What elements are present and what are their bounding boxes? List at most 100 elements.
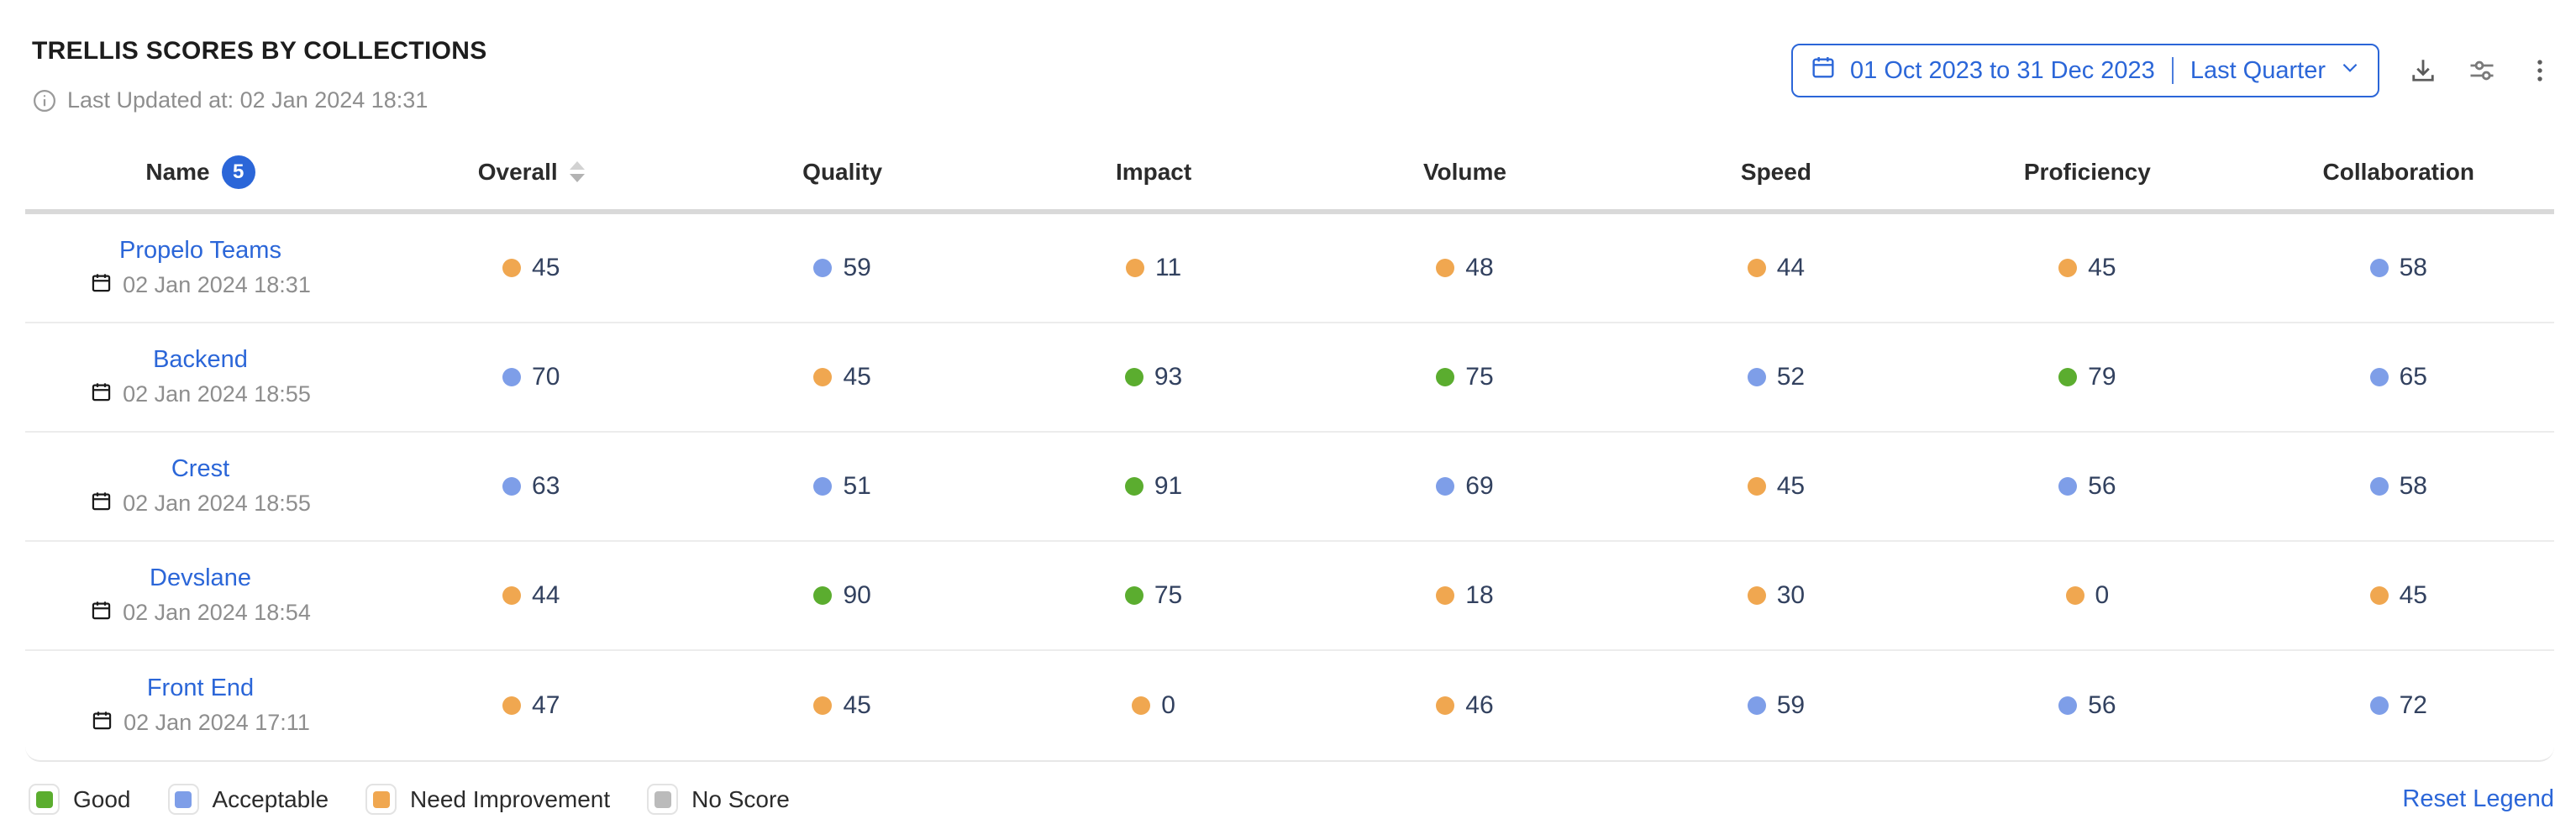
legend-item[interactable]: Need Improvement bbox=[365, 784, 610, 815]
kebab-menu-icon[interactable] bbox=[2526, 56, 2554, 85]
score-level-dot bbox=[813, 477, 833, 496]
widget-header: TRELLIS SCORES BY COLLECTIONS Last Updat… bbox=[0, 0, 2576, 134]
score-cell: 63 bbox=[376, 472, 686, 501]
name-cell: Devslane 02 Jan 2024 18:54 bbox=[25, 564, 376, 627]
collection-link[interactable]: Propelo Teams bbox=[119, 236, 281, 264]
score-cell: 45 bbox=[686, 363, 997, 391]
score-value: 45 bbox=[2088, 254, 2116, 281]
score-level-dot bbox=[2369, 368, 2389, 386]
date-range-picker[interactable]: 01 Oct 2023 to 31 Dec 2023 Last Quarter bbox=[1791, 44, 2379, 97]
sort-icon[interactable] bbox=[569, 161, 585, 182]
score-level-dot bbox=[1125, 259, 1144, 277]
score-value: 58 bbox=[2399, 254, 2427, 281]
date-preset-dropdown[interactable]: Last Quarter bbox=[2190, 56, 2326, 84]
last-updated-text: Last Updated at: 02 Jan 2024 18:31 bbox=[67, 87, 428, 113]
score-cell: 45 bbox=[686, 691, 997, 720]
sliders-icon[interactable] bbox=[2467, 55, 2497, 86]
score-level-dot bbox=[2058, 477, 2078, 496]
row-date: 02 Jan 2024 17:11 bbox=[124, 710, 310, 735]
score-level-dot bbox=[2058, 259, 2078, 277]
score-value: 75 bbox=[1154, 581, 1183, 609]
score-level-dot bbox=[1436, 259, 1455, 277]
score-level-dot bbox=[502, 477, 522, 496]
legend-checkbox bbox=[167, 784, 199, 815]
table-row: Backend 02 Jan 2024 18:55 70 45 93 bbox=[25, 323, 2554, 433]
score-value: 69 bbox=[1465, 472, 1494, 500]
score-cell: 45 bbox=[1932, 254, 2242, 282]
score-value: 52 bbox=[1776, 363, 1806, 391]
score-value: 0 bbox=[2095, 581, 2110, 609]
score-cell: 44 bbox=[376, 581, 686, 610]
score-cell: 45 bbox=[1621, 472, 1932, 501]
collection-link[interactable]: Crest bbox=[171, 454, 230, 482]
collection-link[interactable]: Front End bbox=[146, 674, 255, 701]
score-level-dot bbox=[1124, 477, 1143, 496]
last-updated-row: Last Updated at: 02 Jan 2024 18:31 bbox=[32, 87, 2554, 113]
table-body: Propelo Teams 02 Jan 2024 18:31 45 59 bbox=[25, 214, 2554, 760]
score-value: 18 bbox=[1465, 581, 1494, 609]
caret-up-icon bbox=[569, 161, 585, 170]
info-icon[interactable] bbox=[32, 88, 57, 113]
legend-swatch bbox=[654, 790, 671, 808]
score-value: 11 bbox=[1154, 254, 1182, 281]
date-range-text: 01 Oct 2023 to 31 Dec 2023 bbox=[1850, 56, 2155, 84]
score-cell: 90 bbox=[686, 581, 997, 610]
score-cell: 45 bbox=[376, 254, 686, 282]
collection-link[interactable]: Devslane bbox=[150, 564, 251, 591]
score-value: 48 bbox=[1465, 254, 1494, 281]
legend-item[interactable]: Good bbox=[29, 784, 131, 815]
score-value: 45 bbox=[843, 363, 871, 391]
trellis-table: Name 5 Overall Quality Impact Volume Spe… bbox=[25, 134, 2554, 762]
score-value: 59 bbox=[843, 254, 871, 281]
score-cell: 58 bbox=[2243, 254, 2554, 282]
score-cell: 48 bbox=[1309, 254, 1620, 282]
column-header-name: Name 5 bbox=[25, 155, 376, 189]
score-level-dot bbox=[502, 696, 522, 715]
score-value: 45 bbox=[532, 254, 560, 281]
score-value: 65 bbox=[2399, 363, 2427, 391]
score-level-dot bbox=[2058, 368, 2078, 386]
score-value: 63 bbox=[532, 472, 560, 500]
score-level-dot bbox=[1124, 368, 1143, 386]
score-level-dot bbox=[813, 368, 833, 386]
score-level-dot bbox=[1124, 586, 1143, 605]
calendar-icon bbox=[91, 709, 113, 738]
column-header-collaboration: Collaboration bbox=[2322, 158, 2474, 185]
score-level-dot bbox=[502, 259, 522, 277]
name-cell: Front End 02 Jan 2024 17:11 bbox=[25, 675, 376, 738]
score-level-dot bbox=[1747, 477, 1766, 496]
score-cell: 44 bbox=[1621, 254, 1932, 282]
caret-down-icon bbox=[569, 174, 585, 182]
score-cell: 46 bbox=[1309, 691, 1620, 720]
score-level-dot bbox=[502, 586, 522, 605]
chevron-down-icon bbox=[2339, 56, 2361, 85]
score-cell: 56 bbox=[1932, 472, 2242, 501]
download-button[interactable] bbox=[2408, 55, 2438, 86]
collection-count-badge: 5 bbox=[221, 155, 255, 189]
score-level-dot bbox=[1747, 586, 1766, 605]
score-value: 79 bbox=[2088, 363, 2116, 391]
legend-swatch bbox=[35, 790, 53, 808]
score-level-dot bbox=[1132, 696, 1151, 715]
score-value: 45 bbox=[2399, 581, 2427, 609]
score-value: 45 bbox=[843, 691, 871, 719]
legend-item[interactable]: Acceptable bbox=[167, 784, 329, 815]
score-cell: 79 bbox=[1932, 363, 2242, 391]
score-cell: 30 bbox=[1621, 581, 1932, 610]
reset-legend-link[interactable]: Reset Legend bbox=[2402, 785, 2554, 812]
score-level-dot bbox=[2369, 477, 2389, 496]
collection-link[interactable]: Backend bbox=[153, 345, 248, 373]
legend-label: Good bbox=[73, 785, 131, 812]
score-cell: 59 bbox=[686, 254, 997, 282]
calendar-icon bbox=[90, 271, 113, 300]
legend-item[interactable]: No Score bbox=[647, 784, 790, 815]
row-date: 02 Jan 2024 18:54 bbox=[123, 600, 311, 625]
name-cell: Crest 02 Jan 2024 18:55 bbox=[25, 455, 376, 518]
score-value: 46 bbox=[1465, 691, 1494, 719]
score-level-dot bbox=[1747, 259, 1766, 277]
score-value: 51 bbox=[843, 472, 871, 500]
score-level-dot bbox=[813, 696, 833, 715]
column-header-overall[interactable]: Overall bbox=[376, 159, 686, 186]
score-level-dot bbox=[1436, 696, 1455, 715]
score-cell: 75 bbox=[998, 581, 1309, 610]
